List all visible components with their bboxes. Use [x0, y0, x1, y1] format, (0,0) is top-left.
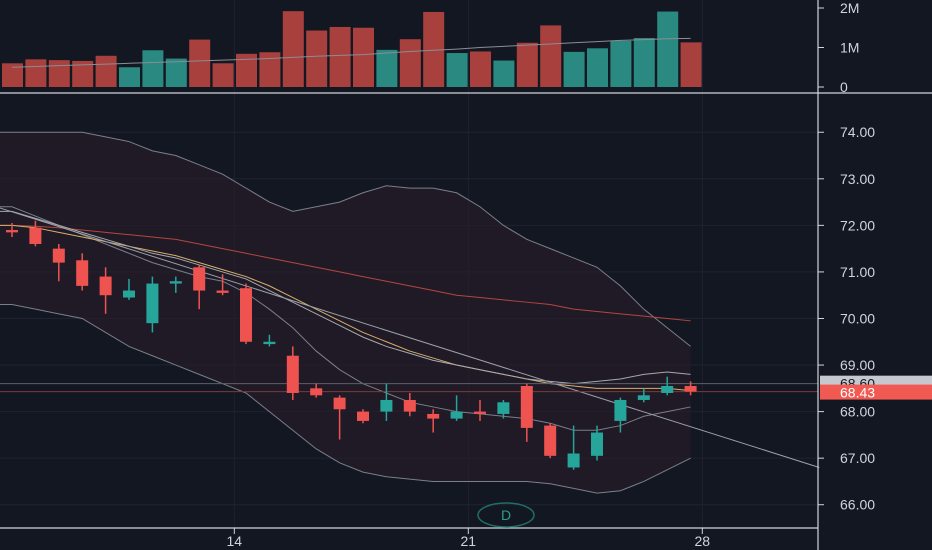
- candle-body: [637, 395, 650, 400]
- candle-body: [450, 411, 463, 419]
- volume-bar: [259, 52, 281, 87]
- volume-bar: [423, 11, 445, 88]
- candle-body: [661, 385, 674, 393]
- candle-body: [591, 432, 603, 456]
- candle-body: [684, 385, 697, 392]
- time-axis-label: 14: [227, 533, 243, 549]
- last-price-tag: [820, 384, 932, 400]
- last-price-value: 68.43: [840, 385, 875, 401]
- candle-body: [474, 411, 486, 414]
- volume-bar: [306, 30, 328, 87]
- volume-bar: [236, 53, 257, 87]
- candle-body: [216, 290, 229, 293]
- time-axis-label: 21: [461, 533, 477, 549]
- volume-bar: [587, 48, 608, 87]
- candle-body: [99, 276, 112, 296]
- price-pane: [0, 131, 820, 494]
- volume-bar: [376, 49, 398, 87]
- volume-bar: [540, 25, 562, 88]
- volume-bar: [119, 67, 140, 87]
- candle-body: [357, 411, 369, 421]
- candle-body: [29, 227, 42, 244]
- interval-badge-outline: [477, 502, 535, 528]
- volume-bar: [493, 60, 515, 87]
- candle-body: [333, 397, 346, 410]
- volume-bar: [470, 51, 491, 87]
- volume-bar: [329, 26, 351, 87]
- interval-badge-label: D: [501, 507, 511, 523]
- volume-bar: [25, 59, 47, 87]
- trendline: [0, 207, 820, 468]
- volume-bar: [657, 11, 679, 87]
- price-axis-label: 70.00: [840, 310, 875, 326]
- time-axis-label: 28: [695, 533, 711, 549]
- volume-axis-label: 1M: [840, 40, 859, 56]
- price-axis-label: 67.00: [840, 450, 875, 466]
- volume-ma-line: [11, 37, 691, 68]
- candle-body: [380, 399, 393, 412]
- volume-bar: [610, 40, 632, 87]
- candle-body: [544, 425, 557, 456]
- volume-bar: [212, 63, 234, 87]
- price-axis-label: 69.00: [840, 357, 875, 373]
- volume-bar: [446, 53, 468, 87]
- candle-body: [240, 288, 252, 342]
- volume-bar: [189, 39, 211, 87]
- candle-body: [263, 341, 276, 345]
- price-axis-label: 73.00: [840, 171, 875, 187]
- candle-body: [193, 267, 206, 291]
- candle-body: [614, 399, 627, 421]
- volume-bar: [142, 50, 164, 87]
- candle-body: [286, 355, 299, 393]
- price-axis-label: 66.00: [840, 497, 875, 513]
- candle-body: [76, 260, 89, 286]
- candle-body: [403, 399, 416, 412]
- price-axis-label: 74.00: [840, 124, 875, 140]
- volume-axis-label: 2M: [840, 0, 859, 16]
- price-axis-label: 71.00: [840, 264, 875, 280]
- bollinger-band-fill: [0, 132, 691, 494]
- candle-body: [146, 283, 159, 324]
- volume-bar: [48, 60, 70, 87]
- price-tags: 68.60 68.43: [820, 375, 932, 401]
- price-axis-label: 68.00: [840, 404, 875, 420]
- candle-body: [497, 402, 510, 414]
- candle-body: [169, 281, 182, 284]
- candle-body: [567, 453, 580, 468]
- candle-body: [6, 230, 18, 233]
- candle-body: [52, 248, 65, 263]
- candle-body: [123, 290, 135, 298]
- interval-badge[interactable]: D: [477, 502, 535, 528]
- bollinger-upper-line: [0, 131, 691, 347]
- volume-pane: [2, 11, 702, 88]
- volume-axis-label: 0: [840, 79, 848, 95]
- volume-bar: [72, 60, 94, 87]
- volume-bar: [563, 51, 585, 87]
- candle-body: [520, 385, 533, 428]
- bollinger-lower-line: [0, 304, 691, 494]
- volume-bar: [633, 38, 655, 87]
- volume-bar: [680, 42, 702, 87]
- volume-bar: [282, 11, 304, 87]
- volume-bar: [165, 58, 187, 87]
- volume-bar: [399, 39, 421, 87]
- candle-body: [427, 413, 440, 419]
- candle-body: [310, 388, 323, 396]
- ma-slow-line: [0, 224, 691, 322]
- volume-bar: [95, 55, 117, 87]
- volume-bar: [2, 63, 23, 87]
- price-axis-label: 72.00: [840, 217, 875, 233]
- volume-bar: [516, 42, 538, 87]
- volume-bar: [353, 27, 374, 87]
